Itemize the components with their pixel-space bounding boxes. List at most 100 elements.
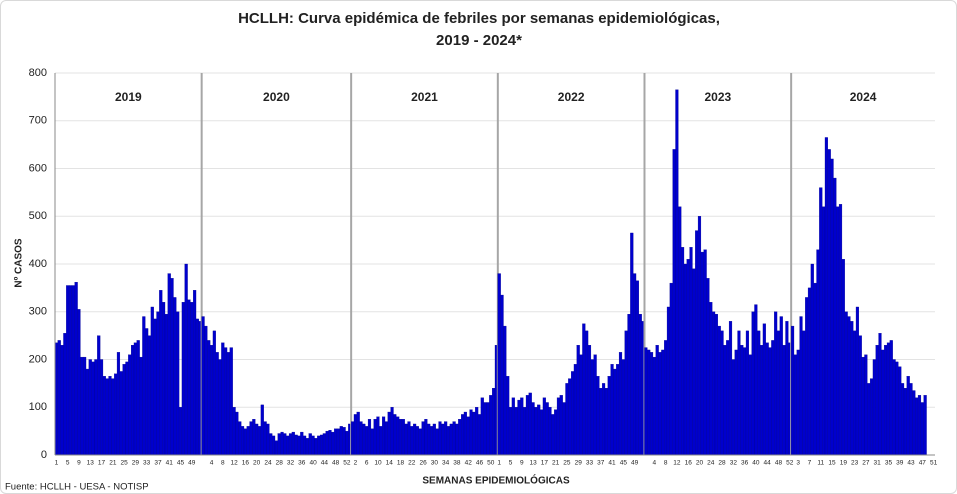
- x-tick-label: 6: [365, 460, 369, 467]
- bar: [393, 414, 397, 456]
- bar: [901, 383, 905, 456]
- bar: [114, 373, 118, 456]
- bar: [410, 426, 414, 456]
- bar: [917, 395, 922, 456]
- bar: [274, 440, 278, 456]
- bar: [568, 378, 572, 456]
- bar: [277, 433, 281, 456]
- bar: [469, 409, 473, 456]
- bar: [221, 342, 225, 456]
- bar: [666, 306, 671, 456]
- bar: [539, 409, 544, 456]
- bar: [105, 378, 109, 456]
- bar: [723, 345, 727, 456]
- bar: [489, 395, 493, 456]
- bar: [362, 423, 366, 456]
- bar: [91, 361, 95, 456]
- bar: [99, 359, 104, 456]
- bar: [573, 364, 577, 456]
- bar: [353, 414, 357, 456]
- x-tick-label: 11: [817, 460, 824, 467]
- bar: [508, 407, 513, 456]
- bar: [771, 340, 775, 456]
- bar: [664, 340, 668, 456]
- x-tick-label: 52: [786, 460, 794, 467]
- y-tick-label: 600: [29, 162, 47, 174]
- bar: [895, 361, 899, 456]
- x-tick-label: 4: [653, 460, 657, 467]
- bar: [785, 321, 789, 456]
- year-label: 2022: [558, 90, 585, 104]
- bar: [167, 273, 171, 456]
- bar: [266, 423, 270, 456]
- x-tick-label: 29: [575, 460, 583, 467]
- bar: [404, 423, 408, 456]
- bar: [449, 423, 453, 456]
- bar: [892, 359, 896, 456]
- bar: [903, 387, 907, 456]
- bar: [150, 306, 154, 456]
- bar: [912, 390, 916, 456]
- bar: [97, 335, 101, 456]
- x-tick-label: 36: [741, 460, 749, 467]
- x-tick-label: 36: [298, 460, 306, 467]
- bar: [562, 402, 566, 456]
- bar: [514, 407, 518, 456]
- bar: [768, 347, 772, 456]
- bar: [649, 352, 654, 456]
- bar: [356, 411, 360, 456]
- bar: [415, 426, 419, 456]
- x-tick-label: 24: [264, 460, 272, 467]
- bar: [822, 206, 826, 456]
- bar: [136, 340, 140, 456]
- bar: [359, 421, 363, 456]
- bar: [85, 368, 89, 456]
- bar: [308, 433, 312, 456]
- bar: [311, 435, 315, 456]
- bar: [920, 402, 924, 456]
- bar: [923, 395, 927, 456]
- bar: [717, 325, 721, 456]
- bar: [599, 387, 603, 456]
- year-label: 2019: [115, 90, 142, 104]
- y-tick-label: 800: [29, 67, 47, 79]
- x-tick-label: 16: [685, 460, 693, 467]
- bar: [207, 340, 211, 456]
- bar: [68, 285, 73, 456]
- bar: [260, 404, 264, 456]
- bar: [878, 333, 882, 456]
- x-tick-label: 19: [840, 460, 848, 467]
- bar: [480, 397, 484, 456]
- bar: [869, 378, 874, 456]
- x-axis-title: SEMANAS EPIDEMIOLÓGICAS: [422, 474, 570, 487]
- bar: [455, 423, 459, 456]
- bar: [610, 364, 614, 456]
- x-tick-label: 25: [120, 460, 128, 467]
- bar: [66, 285, 70, 456]
- bar: [576, 345, 580, 456]
- bar: [94, 359, 98, 456]
- bar: [111, 378, 115, 456]
- x-tick-label: 9: [77, 460, 81, 467]
- x-tick-label: 47: [919, 460, 927, 467]
- bar: [836, 206, 840, 456]
- bar: [325, 430, 329, 456]
- x-tick-label: 20: [253, 460, 261, 467]
- bar: [131, 345, 135, 456]
- y-tick-label: 100: [29, 401, 47, 413]
- bar: [497, 273, 501, 456]
- bar: [74, 281, 78, 456]
- bar: [559, 395, 563, 456]
- bar: [613, 368, 617, 456]
- x-tick-label: 42: [465, 460, 473, 467]
- x-tick-label: 21: [552, 460, 560, 467]
- bar: [212, 330, 216, 456]
- x-tick-label: 46: [476, 460, 484, 467]
- bar: [881, 349, 885, 456]
- x-tick-label: 40: [309, 460, 317, 467]
- bar: [438, 421, 442, 456]
- bar: [77, 309, 81, 456]
- bar: [579, 354, 583, 456]
- bar: [740, 345, 744, 456]
- bar: [387, 411, 391, 456]
